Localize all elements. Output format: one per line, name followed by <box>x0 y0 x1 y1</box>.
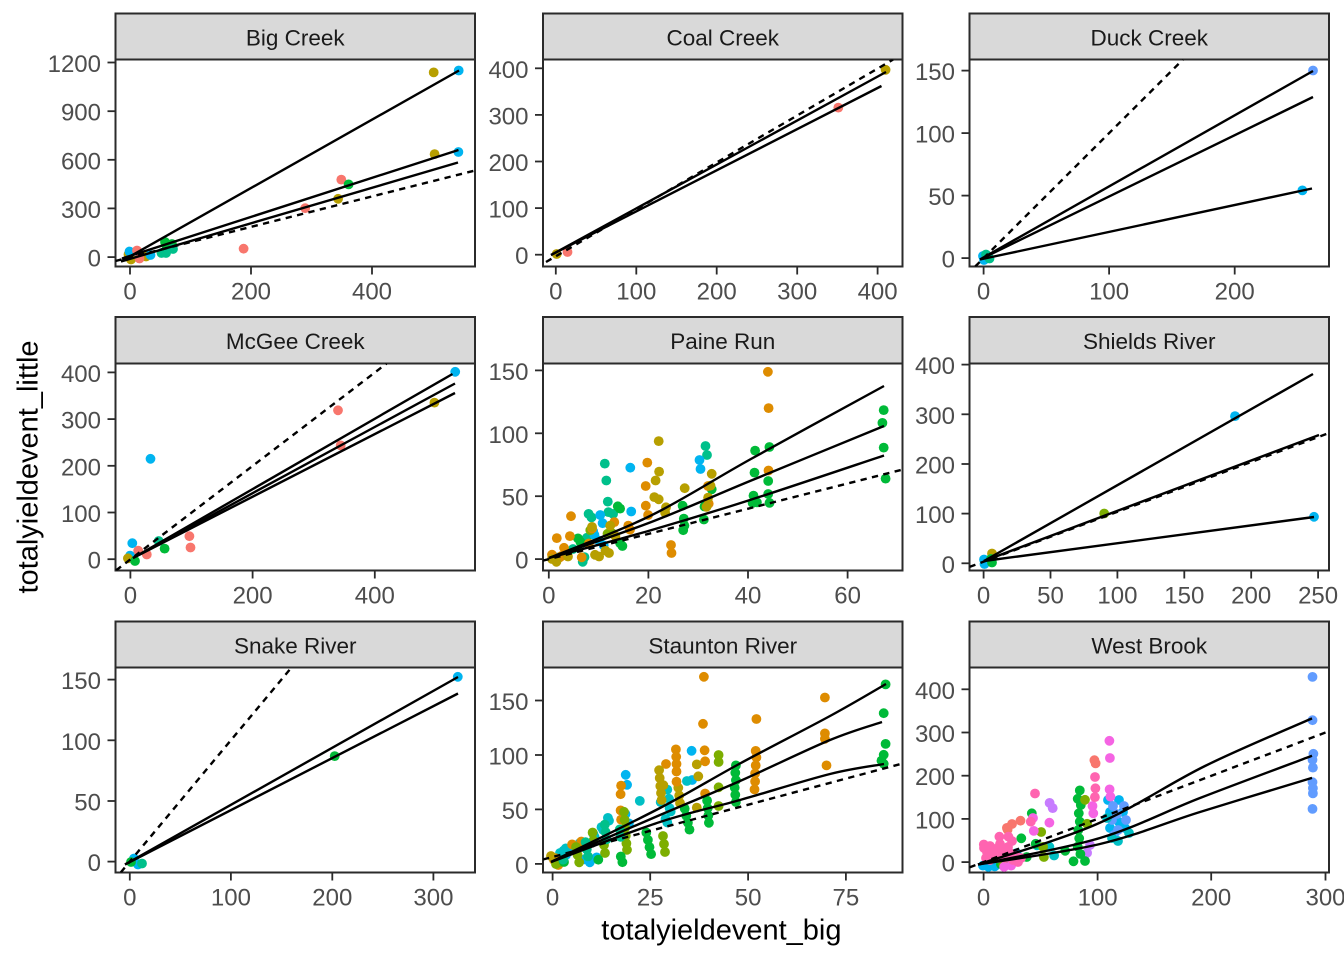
svg-text:totalyieldevent_big: totalyieldevent_big <box>601 915 841 947</box>
svg-text:300: 300 <box>915 721 955 748</box>
svg-text:50: 50 <box>74 790 101 817</box>
svg-text:40: 40 <box>735 583 762 610</box>
svg-text:150: 150 <box>61 668 101 695</box>
svg-text:0: 0 <box>515 852 528 879</box>
svg-text:Duck Creek: Duck Creek <box>1090 25 1208 50</box>
svg-text:200: 200 <box>488 150 528 177</box>
svg-text:300: 300 <box>488 103 528 130</box>
svg-text:0: 0 <box>88 246 101 273</box>
svg-text:200: 200 <box>697 279 737 306</box>
svg-text:100: 100 <box>915 122 955 149</box>
svg-text:50: 50 <box>928 184 955 211</box>
svg-text:0: 0 <box>88 548 101 575</box>
svg-text:300: 300 <box>61 197 101 224</box>
svg-text:900: 900 <box>61 100 101 127</box>
svg-text:300: 300 <box>413 885 453 912</box>
svg-text:100: 100 <box>1097 583 1137 610</box>
svg-text:100: 100 <box>211 885 251 912</box>
svg-text:0: 0 <box>977 583 990 610</box>
svg-text:200: 200 <box>1231 583 1271 610</box>
svg-text:0: 0 <box>515 243 528 270</box>
svg-text:Coal Creek: Coal Creek <box>666 25 779 50</box>
svg-text:200: 200 <box>312 885 352 912</box>
svg-text:100: 100 <box>488 422 528 449</box>
svg-text:300: 300 <box>777 279 817 306</box>
svg-text:300: 300 <box>915 403 955 430</box>
svg-text:300: 300 <box>61 408 101 435</box>
svg-text:150: 150 <box>488 689 528 716</box>
svg-text:20: 20 <box>635 583 662 610</box>
svg-text:200: 200 <box>915 453 955 480</box>
svg-text:Paine Run: Paine Run <box>670 329 775 354</box>
svg-text:0: 0 <box>88 850 101 877</box>
svg-text:400: 400 <box>352 279 392 306</box>
svg-text:Snake River: Snake River <box>234 633 357 658</box>
svg-text:totalyieldevent_little: totalyieldevent_little <box>13 340 45 593</box>
svg-text:McGee Creek: McGee Creek <box>226 329 366 354</box>
svg-text:400: 400 <box>915 353 955 380</box>
svg-text:200: 200 <box>231 279 271 306</box>
svg-text:0: 0 <box>546 885 559 912</box>
svg-text:200: 200 <box>915 764 955 791</box>
svg-text:0: 0 <box>977 885 990 912</box>
svg-text:50: 50 <box>502 798 529 825</box>
svg-text:50: 50 <box>1037 583 1064 610</box>
svg-text:400: 400 <box>355 583 395 610</box>
svg-text:100: 100 <box>61 729 101 756</box>
svg-text:100: 100 <box>915 502 955 529</box>
svg-text:300: 300 <box>1305 885 1344 912</box>
svg-text:150: 150 <box>1164 583 1204 610</box>
svg-text:Big Creek: Big Creek <box>246 25 346 50</box>
svg-text:200: 200 <box>233 583 273 610</box>
svg-text:0: 0 <box>542 583 555 610</box>
svg-text:100: 100 <box>488 744 528 771</box>
svg-text:25: 25 <box>637 885 664 912</box>
svg-text:50: 50 <box>502 485 529 512</box>
svg-text:0: 0 <box>123 885 136 912</box>
svg-text:0: 0 <box>977 279 990 306</box>
svg-text:0: 0 <box>124 583 137 610</box>
svg-text:0: 0 <box>942 247 955 274</box>
svg-text:250: 250 <box>1298 583 1338 610</box>
svg-text:0: 0 <box>123 279 136 306</box>
svg-text:100: 100 <box>1089 279 1129 306</box>
svg-text:Shields River: Shields River <box>1083 329 1216 354</box>
svg-text:100: 100 <box>61 501 101 528</box>
svg-text:200: 200 <box>61 454 101 481</box>
svg-text:0: 0 <box>942 851 955 878</box>
svg-text:0: 0 <box>515 548 528 575</box>
svg-text:60: 60 <box>834 583 861 610</box>
svg-text:150: 150 <box>488 359 528 386</box>
svg-text:50: 50 <box>735 885 762 912</box>
svg-text:600: 600 <box>61 148 101 175</box>
svg-text:400: 400 <box>858 279 898 306</box>
svg-text:West Brook: West Brook <box>1091 633 1208 658</box>
svg-text:0: 0 <box>942 552 955 579</box>
svg-text:0: 0 <box>549 279 562 306</box>
svg-text:1200: 1200 <box>48 51 101 78</box>
svg-text:400: 400 <box>61 361 101 388</box>
svg-text:400: 400 <box>488 57 528 84</box>
svg-text:150: 150 <box>915 59 955 86</box>
svg-text:100: 100 <box>616 279 656 306</box>
svg-text:400: 400 <box>915 678 955 705</box>
svg-text:100: 100 <box>915 807 955 834</box>
svg-text:100: 100 <box>488 197 528 224</box>
svg-text:100: 100 <box>1078 885 1118 912</box>
svg-text:Staunton River: Staunton River <box>648 633 797 658</box>
svg-text:200: 200 <box>1191 885 1231 912</box>
svg-text:75: 75 <box>833 885 860 912</box>
svg-text:200: 200 <box>1215 279 1255 306</box>
